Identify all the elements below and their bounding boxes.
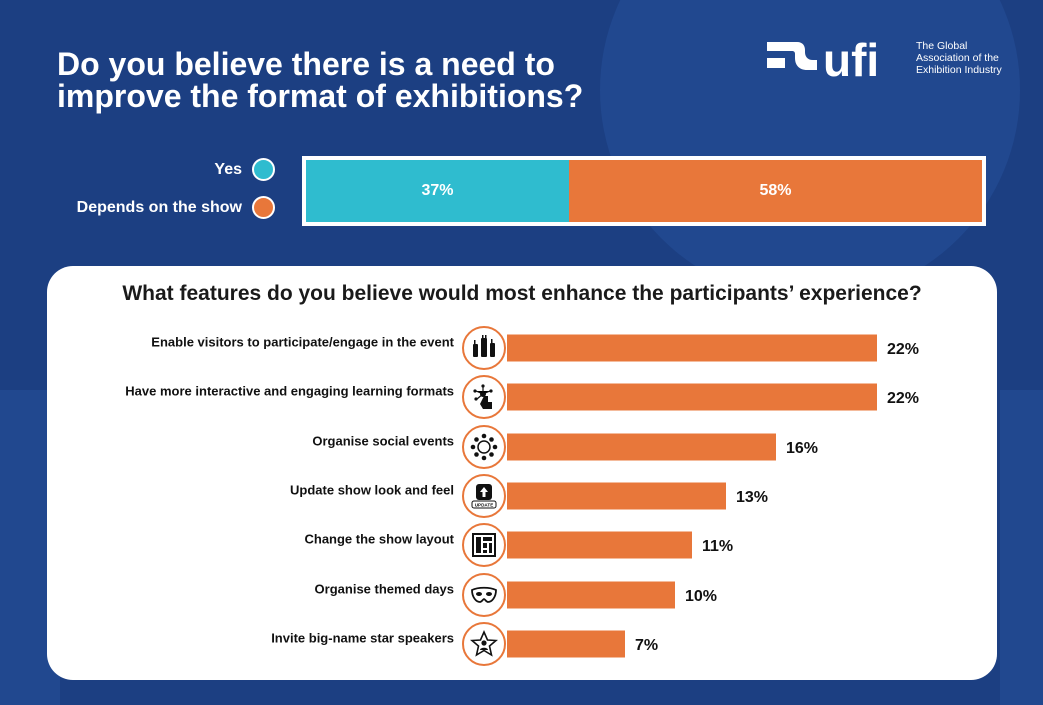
stacked-segment-yes: 37% [306, 160, 569, 222]
value-label: 10% [685, 587, 718, 605]
legend-yes-swatch [252, 158, 275, 181]
logo-line-1: The Global [916, 40, 968, 52]
legend-depends-swatch [252, 196, 275, 219]
stacked-segment-label: 37% [421, 182, 454, 199]
update-icon: UPDATE [462, 473, 506, 518]
background-shape-right [1000, 390, 1043, 705]
legend-depends: Depends on the show [77, 196, 275, 219]
features-chart-title: What features do you believe would most … [122, 282, 922, 305]
ufi-logo: ufi The Global Association of the Exhibi… [765, 36, 1025, 86]
category-label: Organise social events [312, 433, 454, 449]
layout-icon [462, 523, 506, 568]
legend-yes-label: Yes [214, 160, 242, 178]
category-label: Update show look and feel [290, 482, 454, 498]
stacked-bar: 37% 58% [302, 156, 986, 226]
legend-depends-label: Depends on the show [76, 198, 242, 216]
stacked-bar-inner: 37% 58% [306, 160, 982, 222]
bar [507, 334, 877, 362]
bar [507, 482, 726, 510]
bar [507, 433, 776, 461]
stacked-segment-label: 58% [759, 182, 792, 199]
star-speaker-icon [462, 621, 506, 666]
value-label: 16% [786, 439, 819, 457]
category-label: Enable visitors to participate/engage in… [151, 334, 454, 350]
category-label: Invite big-name star speakers [271, 630, 454, 646]
ufi-logo-mark: ufi [767, 36, 879, 82]
svg-text:UPDATE: UPDATE [475, 502, 494, 507]
logo-word: ufi [823, 36, 879, 82]
touch-network-icon [462, 375, 506, 420]
value-label: 13% [736, 488, 769, 506]
stacked-segment-depends: 58% [569, 160, 982, 222]
legend-yes: Yes [214, 158, 275, 181]
raised-hands-icon [462, 326, 506, 370]
value-label: 22% [887, 390, 920, 408]
people-circle-icon [462, 424, 506, 469]
page-title: Do you believe there is a need to improv… [57, 46, 584, 114]
logo-line-3: Exhibition Industry [916, 64, 1002, 76]
logo-line-2: Association of the [916, 52, 999, 64]
features-panel: What features do you believe would most … [47, 266, 997, 680]
logo-tagline: The Global Association of the Exhibition… [916, 40, 1002, 76]
bar [507, 383, 877, 411]
bar [507, 581, 675, 608]
category-label: Organise themed days [314, 581, 454, 596]
category-label: Have more interactive and engaging learn… [125, 383, 454, 399]
bar [507, 531, 692, 559]
value-label: 11% [702, 538, 734, 556]
bar [507, 630, 625, 658]
value-label: 7% [635, 636, 659, 654]
value-label: 22% [887, 341, 920, 358]
category-label: Change the show layout [304, 531, 454, 547]
mask-icon [462, 572, 506, 617]
